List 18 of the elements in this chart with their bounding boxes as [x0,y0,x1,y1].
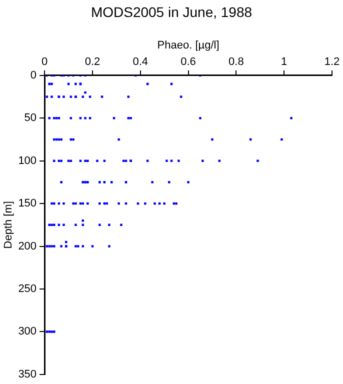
y-tick-label: 350 [18,368,37,380]
x-tick-label: 0 [41,56,48,68]
y-tick-label: 0 [30,69,37,82]
y-tick-label: 250 [18,283,37,296]
x-tick-label: 1.2 [324,56,340,68]
y-tick-label: 50 [24,112,37,124]
x-tick-label: 0.8 [228,56,244,68]
x-tick-label: 1 [281,56,288,68]
y-tick-label: 200 [18,240,37,252]
chart-title: MODS2005 in June, 1988 [90,4,254,20]
x-axis-title: Phaeo. [µg/l] [157,40,220,52]
y-tick-label: 150 [18,198,37,210]
x-tick-label: 0.6 [180,56,196,68]
y-axis-title: Depth [m] [2,201,15,249]
y-tick-label: 300 [18,326,37,338]
y-tick-label: 100 [18,154,37,167]
x-tick-label: 0.2 [84,56,100,68]
x-tick-label: 0.4 [132,56,148,68]
